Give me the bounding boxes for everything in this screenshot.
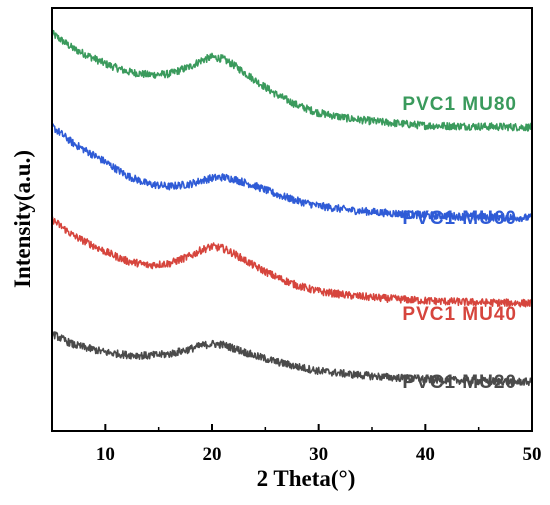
series-line-pvc1-mu80 xyxy=(51,29,533,132)
series-label-pvc1-mu40: PVC1 MU40 xyxy=(402,304,517,325)
y-axis-title: Intensity(a.u.) xyxy=(10,150,35,288)
x-tick-label: 30 xyxy=(309,444,328,465)
series-line-pvc1-mu60 xyxy=(51,122,533,223)
x-tick-label: 10 xyxy=(96,444,115,465)
x-tick-label: 20 xyxy=(203,444,222,465)
series-label-pvc1-mu20: PVC1 MU20 xyxy=(402,372,517,393)
series-labels: PVC1 MU80 PVC1 MU60 PVC1 MU40 PVC1 MU20 xyxy=(402,94,517,393)
plot-frame xyxy=(51,7,533,432)
series-line-pvc1-mu40 xyxy=(51,215,533,308)
series-line-pvc1-mu20 xyxy=(51,331,533,387)
series-layer xyxy=(51,29,533,387)
x-axis-title: 2 Theta(°) xyxy=(257,466,356,491)
series-label-pvc1-mu60: PVC1 MU60 xyxy=(402,208,517,229)
x-tick-label: 40 xyxy=(416,444,435,465)
x-tick-label: 50 xyxy=(523,444,542,465)
x-axis-ticks: 10 20 30 40 50 xyxy=(96,424,542,465)
series-label-pvc1-mu80: PVC1 MU80 xyxy=(402,94,517,115)
